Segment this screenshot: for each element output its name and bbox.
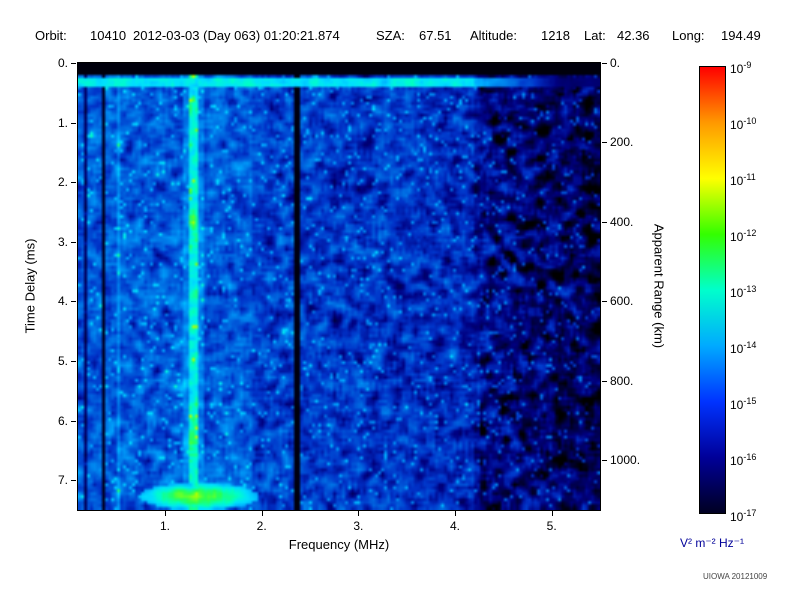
y2-tick-label: 400. [610, 214, 634, 229]
y-tick-mark [71, 301, 76, 303]
y2-tick-mark [602, 221, 607, 223]
credit-watermark: UIOWA 20121009 [703, 572, 768, 581]
colorbar-tick-label: 10-10 [730, 116, 757, 132]
y-tick-label: 2. [57, 175, 68, 190]
y-tick-mark [71, 361, 76, 362]
y-tick-label: 5. [57, 354, 68, 368]
y2-tick-mark [602, 142, 607, 144]
colorbar-unit-label: V² m⁻² Hz⁻¹ [680, 536, 744, 550]
y2-tick-mark [602, 380, 607, 382]
colorbar-tick-label: 10-13 [730, 284, 757, 300]
y2-tick-label: 1000. [610, 453, 641, 468]
y-axis-label: Time Delay (ms) [22, 238, 38, 334]
colorbar-tick-label: 10-14 [730, 340, 757, 356]
y-tick-label: 6. [57, 413, 68, 428]
y-tick-label: 0. [57, 56, 68, 70]
altitude-label: Altitude: [470, 28, 517, 43]
y-tick-mark [71, 122, 76, 124]
y-tick-mark [71, 420, 76, 422]
colorbar-tick-label: 10-15 [730, 396, 757, 412]
x-tick-label: 5. [546, 519, 557, 533]
y2-tick-mark [602, 63, 607, 64]
colorbar-tick-label: 10-12 [730, 228, 757, 244]
sza-label: SZA: [376, 28, 405, 43]
y2-tick-label: 200. [610, 135, 634, 150]
y2-axis-label: Apparent Range (km) [651, 223, 667, 349]
y2-tick-mark [602, 301, 607, 303]
y-tick-label: 1. [57, 115, 68, 130]
colorbar-tick-label: 10-17 [730, 508, 757, 524]
orbit-label: Orbit: [35, 28, 67, 43]
y-tick-label: 3. [57, 234, 68, 249]
colorbar [699, 66, 726, 514]
colorbar-tick-label: 10-11 [730, 172, 756, 188]
x-tick-mark [261, 511, 263, 516]
long-label: Long: [672, 28, 705, 43]
x-tick-mark [358, 511, 360, 516]
x-tick-label: 2. [256, 519, 267, 533]
x-tick-label: 4. [449, 519, 460, 533]
y-tick-mark [71, 241, 76, 243]
y2-tick-label: 600. [610, 294, 634, 309]
x-tick-mark [165, 511, 166, 516]
sza-value: 67.51 [419, 28, 452, 43]
y-tick-mark [71, 182, 76, 184]
x-tick-label: 3. [353, 519, 364, 533]
long-value: 194.49 [721, 28, 761, 43]
colorbar-tick-label: 10-9 [730, 60, 752, 76]
y-tick-mark [71, 63, 76, 64]
altitude-value: 1218 [541, 28, 570, 43]
lat-label: Lat: [584, 28, 606, 43]
y-tick-label: 4. [57, 294, 68, 309]
x-tick-label: 1. [159, 519, 170, 533]
x-tick-mark [551, 511, 553, 516]
orbit-value: 10410 [90, 28, 127, 43]
y2-tick-label: 800. [610, 373, 634, 388]
spectrogram-canvas [78, 63, 600, 510]
y-tick-label: 7. [57, 473, 68, 488]
lat-value: 42.36 [617, 28, 650, 43]
y2-tick-label: 0. [610, 56, 621, 70]
x-tick-mark [455, 511, 456, 516]
colorbar-tick-label: 10-16 [730, 452, 757, 468]
datetime-value: 2012-03-03 (Day 063) 01:20:21.874 [133, 28, 340, 43]
x-axis-label: Frequency (MHz) [288, 537, 390, 552]
y2-tick-mark [602, 460, 607, 462]
plot-frame [77, 62, 601, 511]
y-tick-mark [71, 480, 76, 482]
